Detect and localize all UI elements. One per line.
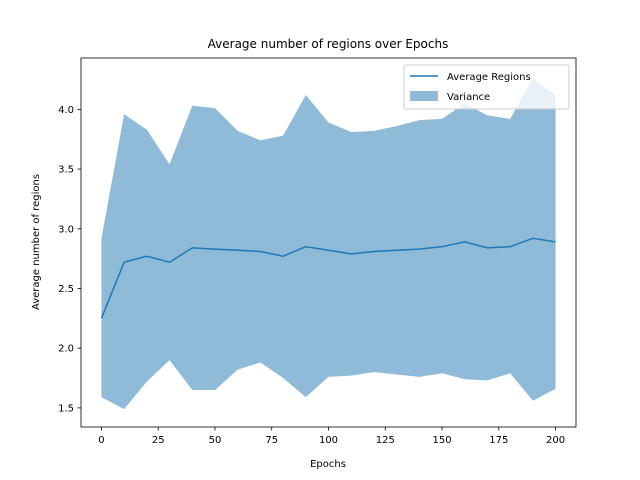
x-tick-label: 175: [489, 435, 508, 446]
average-regions-line: [100, 237, 556, 319]
y-axis-label: Average number of regions: [31, 174, 42, 310]
x-tick-label: 0: [98, 435, 104, 446]
x-tick-label: 25: [152, 435, 165, 446]
x-tick-label: 50: [209, 435, 222, 446]
y-tick-label: 2.0: [58, 344, 74, 355]
y-tick-label: 1.5: [58, 403, 74, 414]
x-tick-label: 200: [546, 435, 565, 446]
x-tick-label: 75: [265, 435, 278, 446]
legend-band-swatch: [410, 91, 438, 101]
plot-area: [100, 78, 556, 410]
legend-label-variance: Variance: [447, 92, 490, 103]
legend: Average Regions Variance: [403, 64, 570, 110]
y-tick-label: 3.5: [58, 165, 74, 176]
legend-label-average-regions: Average Regions: [447, 72, 531, 83]
y-tick-label: 4.0: [58, 105, 74, 116]
legend-box: [403, 64, 570, 110]
x-tick-label: 150: [432, 435, 451, 446]
variance-band: [101, 78, 556, 410]
chart-title: Average number of regions over Epochs: [208, 37, 449, 51]
y-tick-label: 2.5: [58, 284, 74, 295]
y-tick-label: 3.0: [58, 224, 74, 235]
x-axis-label: Epochs: [310, 459, 346, 470]
x-tick-label: 125: [376, 435, 395, 446]
axes: 0 25 50 75 100 125 150 175 200 1.5 2.0 2.5 3.0 3.5 4.0: [58, 57, 577, 446]
x-tick-label: 100: [319, 435, 338, 446]
